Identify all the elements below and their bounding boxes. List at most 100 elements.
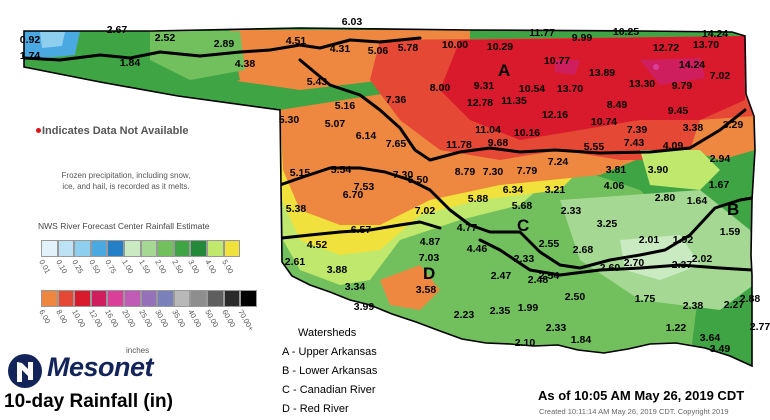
legend-swatch bbox=[74, 290, 91, 307]
station-value: 3.25 bbox=[597, 218, 618, 230]
station-value: 10.29 bbox=[487, 41, 513, 53]
station-value: 2.27 bbox=[724, 299, 745, 311]
station-value: 4.51 bbox=[286, 35, 307, 47]
station-value: 7.79 bbox=[517, 165, 538, 177]
station-value: 7.36 bbox=[386, 94, 407, 106]
station-value: 7.24 bbox=[548, 156, 569, 168]
legend-swatch bbox=[123, 240, 141, 257]
station-value: 10.74 bbox=[591, 116, 617, 128]
station-value: 2.10 bbox=[515, 337, 536, 349]
station-value: 6.14 bbox=[356, 130, 377, 142]
station-value: 8.00 bbox=[430, 82, 451, 94]
station-value: 5.15 bbox=[290, 167, 311, 179]
watershed-letter-d: D bbox=[423, 264, 435, 283]
station-value: 6.57 bbox=[351, 224, 372, 236]
station-value: 4.52 bbox=[307, 239, 328, 251]
station-value: 2.89 bbox=[214, 38, 235, 50]
station-value: 4.87 bbox=[420, 236, 441, 248]
legend-swatch bbox=[173, 290, 191, 307]
station-value: 13.30 bbox=[629, 78, 655, 90]
legend-swatch bbox=[206, 290, 224, 307]
station-value: 5.78 bbox=[398, 42, 419, 54]
station-value: 7.03 bbox=[419, 252, 440, 264]
watershed-letter-a: A bbox=[498, 61, 510, 80]
station-value: 12.16 bbox=[542, 109, 568, 121]
station-value: 9.99 bbox=[572, 32, 593, 44]
station-value: 2.01 bbox=[639, 234, 660, 246]
station-value: 5.38 bbox=[286, 203, 307, 215]
station-value: 11.04 bbox=[475, 124, 501, 136]
station-value: 5.55 bbox=[584, 141, 605, 153]
station-value: 2.67 bbox=[107, 24, 128, 36]
station-value: 9.31 bbox=[474, 80, 495, 92]
station-value: 3.81 bbox=[606, 164, 627, 176]
station-value: 13.89 bbox=[589, 67, 615, 79]
watershed-item-b: B - Lower Arkansas bbox=[282, 365, 378, 377]
legend-swatch bbox=[206, 240, 224, 257]
station-value: 5.43 bbox=[307, 76, 328, 88]
watershed-item-a: A - Upper Arkansas bbox=[282, 346, 377, 358]
station-value: 4.09 bbox=[663, 140, 684, 152]
legend-swatch bbox=[173, 240, 191, 257]
station-value: 11.35 bbox=[501, 95, 527, 107]
station-value: 2.88 bbox=[740, 293, 761, 305]
station-value: 2.33 bbox=[561, 205, 582, 217]
station-value: 3.64 bbox=[700, 332, 721, 344]
legend-swatch bbox=[57, 290, 75, 307]
legend-swatch bbox=[140, 290, 158, 307]
legend-swatch bbox=[223, 290, 241, 307]
station-value: 14.24 bbox=[702, 28, 728, 40]
station-value: 1.75 bbox=[635, 293, 656, 305]
legend-swatch bbox=[190, 290, 207, 307]
station-value: 3.29 bbox=[723, 119, 744, 131]
station-value: 5.07 bbox=[325, 118, 346, 130]
station-value: 2.33 bbox=[514, 253, 535, 265]
created-copyright: Created 10:11:14 AM May 26, 2019 CDT. Co… bbox=[539, 407, 729, 416]
station-value: 8.79 bbox=[455, 166, 476, 178]
station-value: 7.02 bbox=[415, 205, 436, 217]
station-value: 6.70 bbox=[343, 189, 364, 201]
legend-row-2 bbox=[41, 290, 257, 307]
station-value: 5.88 bbox=[468, 193, 489, 205]
watershed-item-d: D - Red River bbox=[282, 403, 349, 415]
station-value: 2.23 bbox=[454, 309, 475, 321]
legend-swatch bbox=[157, 290, 174, 307]
station-value: 1.22 bbox=[666, 322, 687, 334]
watersheds-title: Watersheds bbox=[298, 327, 357, 339]
station-value: 5.06 bbox=[368, 45, 389, 57]
station-value: 4.46 bbox=[467, 243, 488, 255]
station-value: 3.58 bbox=[416, 284, 437, 296]
station-value: 11.78 bbox=[446, 139, 472, 151]
station-value: 7.30 bbox=[483, 166, 504, 178]
station-value: 6.03 bbox=[342, 16, 363, 28]
station-value: 9.45 bbox=[668, 105, 689, 117]
station-value: 2.80 bbox=[655, 192, 676, 204]
station-value: 5.68 bbox=[512, 200, 533, 212]
mesonet-wordmark: Mesonet bbox=[47, 352, 154, 382]
station-value: 8.49 bbox=[607, 99, 628, 111]
station-value: 12.72 bbox=[653, 42, 679, 54]
station-value: 3.21 bbox=[545, 184, 566, 196]
station-value: 2.47 bbox=[491, 270, 512, 282]
na-note: Indicates Data Not Available bbox=[42, 125, 189, 137]
station-value: 10.25 bbox=[613, 26, 639, 38]
station-value: 4.77 bbox=[457, 222, 478, 234]
legend-swatch bbox=[140, 240, 158, 257]
legend-swatch bbox=[74, 240, 91, 257]
legend-swatch bbox=[57, 240, 75, 257]
station-value: 1.67 bbox=[709, 179, 730, 191]
station-value: 1.84 bbox=[571, 334, 592, 346]
station-value: 2.55 bbox=[539, 238, 560, 250]
station-value: 2.54 bbox=[539, 270, 560, 282]
watershed-letters: A B C D bbox=[423, 61, 739, 283]
station-value: 3.38 bbox=[683, 122, 704, 134]
station-value: 5.54 bbox=[331, 164, 352, 176]
station-value: 2.60 bbox=[600, 262, 621, 274]
station-value: 2.68 bbox=[573, 244, 594, 256]
station-value: 3.49 bbox=[710, 343, 731, 355]
watershed-item-c: C - Canadian River bbox=[282, 384, 376, 396]
station-value: 7.02 bbox=[710, 70, 731, 82]
station-value: 9.79 bbox=[672, 80, 693, 92]
